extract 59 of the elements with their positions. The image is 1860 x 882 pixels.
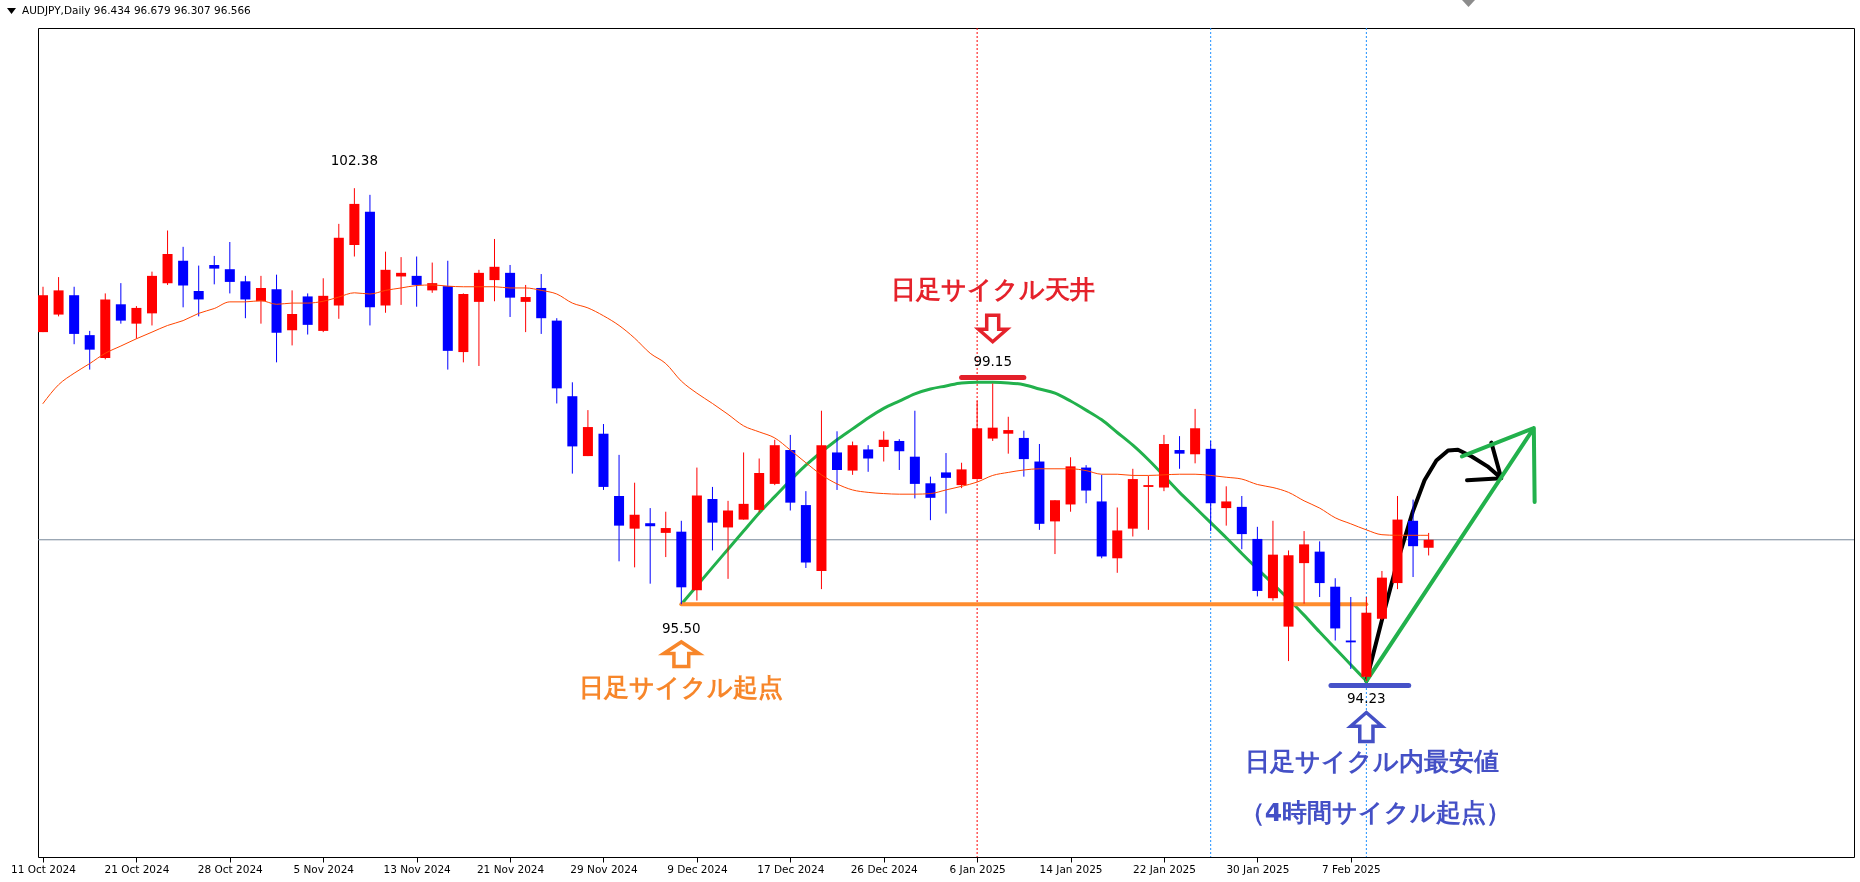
candlestick — [1018, 430, 1029, 478]
candlestick — [115, 282, 126, 325]
x-tick-label: 17 Dec 2024 — [757, 862, 825, 875]
x-tick-label: 14 Jan 2025 — [1039, 862, 1103, 875]
x-tick-label: 11 Oct 2024 — [11, 862, 77, 875]
annotation: 95.50 — [662, 619, 701, 636]
candlestick — [863, 444, 874, 473]
candlestick — [956, 462, 967, 489]
candlestick — [1221, 485, 1232, 527]
annotation: 日足サイクル起点 — [579, 672, 784, 702]
annotation: 99.15 — [973, 352, 1013, 369]
candlestick — [209, 255, 220, 285]
candlestick — [1423, 532, 1434, 556]
candlestick — [1003, 416, 1014, 455]
candlestick — [925, 476, 936, 521]
x-tick-label: 21 Oct 2024 — [104, 862, 170, 875]
candlestick — [707, 486, 718, 551]
candlestick — [878, 430, 889, 463]
candlestick — [894, 438, 905, 471]
candlestick — [738, 451, 749, 521]
annotation: 日足サイクル天井 — [890, 274, 1095, 304]
candlestick — [1299, 530, 1310, 605]
candlestick — [940, 452, 952, 515]
x-tick-label: 6 Jan 2025 — [949, 862, 1006, 875]
x-tick-label: 30 Jan 2025 — [1226, 862, 1290, 875]
candlestick — [240, 275, 251, 319]
x-tick-label: 13 Nov 2024 — [383, 862, 452, 875]
x-tick-label: 28 Oct 2024 — [197, 862, 264, 875]
candlestick — [660, 511, 671, 558]
candlestick — [645, 507, 656, 585]
candlestick — [255, 275, 266, 325]
text: （4時間サイクル起点） — [1239, 798, 1512, 828]
text: 日足サイクル内最安値 — [1245, 747, 1500, 777]
x-tick-label: 5 Nov 2024 — [293, 862, 355, 875]
candlestick — [832, 430, 843, 491]
candlestick — [987, 383, 998, 442]
x-tick-label: 29 Nov 2024 — [570, 862, 638, 875]
candlestick — [411, 256, 422, 308]
candlestick — [1081, 464, 1092, 504]
candlestick — [1174, 435, 1185, 470]
chart-title: AUDJPY,Daily 96.434 96.679 96.307 96.566 — [22, 4, 252, 16]
candlestick — [131, 305, 142, 340]
candlestick — [287, 289, 298, 346]
x-tick-label: 21 Nov 2024 — [476, 862, 545, 875]
x-tick-label: 7 Feb 2025 — [1321, 862, 1381, 875]
candlestick — [723, 500, 734, 580]
annotation: 102.38 — [330, 152, 378, 169]
candlestick — [489, 238, 500, 302]
candlestick — [84, 330, 95, 371]
annotation: 94.23 — [1347, 690, 1386, 707]
candlestick — [224, 241, 235, 294]
candlestick — [193, 265, 204, 317]
candlestick — [629, 482, 640, 568]
x-tick-label: 26 Dec 2024 — [850, 862, 919, 875]
candlestick — [520, 284, 531, 333]
candlestick — [1143, 475, 1154, 531]
x-tick-label: 9 Dec 2024 — [667, 862, 728, 875]
x-tick-label: 22 Jan 2025 — [1132, 862, 1196, 875]
candlestick — [1049, 499, 1060, 555]
